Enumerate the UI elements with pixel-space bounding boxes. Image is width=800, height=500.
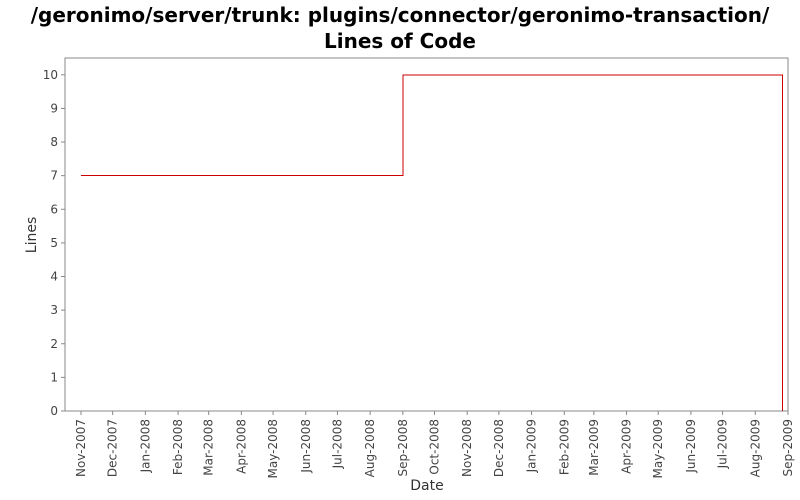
x-axis: Nov-2007 Dec-2007 Jan-2008 Feb-2008 Mar-2008…	[74, 411, 795, 478]
series-layer	[81, 74, 784, 411]
x-tick-label: Oct-2008	[428, 419, 442, 475]
chart-title: /geronimo/server/trunk: plugins/connecto…	[30, 3, 770, 53]
y-tick-label: 10	[43, 68, 58, 82]
y-tick-label: 5	[50, 236, 58, 250]
x-tick-label: Dec-2007	[106, 419, 120, 477]
x-tick-label: Aug-2009	[748, 419, 762, 477]
x-tick-label: Nov-2008	[460, 419, 474, 477]
x-tick-label: Dec-2008	[492, 419, 506, 477]
x-tick-label: Mar-2009	[587, 419, 601, 476]
x-tick-label: Aug-2008	[363, 419, 377, 477]
x-tick-label: Feb-2008	[171, 419, 185, 475]
y-tick-label: 4	[50, 270, 58, 284]
x-tick-label: Mar-2008	[202, 419, 216, 476]
x-axis-title: Date	[410, 478, 443, 494]
y-axis: 0 1 2 3 4 5 6 7 8 9 10	[43, 68, 65, 418]
y-tick-label: 8	[50, 135, 58, 149]
x-tick-label: Nov-2007	[74, 419, 88, 477]
x-tick-label: Feb-2009	[557, 419, 571, 475]
plot-area	[64, 57, 789, 412]
x-tick-label: Jan-2009	[525, 419, 539, 473]
x-tick-label: Jun-2009	[684, 419, 698, 474]
y-tick-label: 6	[50, 202, 58, 216]
x-tick-label: Jun-2008	[299, 419, 313, 474]
x-tick-label: Sep-2008	[396, 419, 410, 477]
y-tick-label: 0	[50, 404, 58, 418]
y-tick-label: 7	[50, 169, 58, 183]
y-tick-label: 3	[50, 303, 58, 317]
x-tick-label: Sep-2009	[781, 419, 795, 477]
x-tick-label: Jan-2008	[138, 419, 152, 473]
series-line	[81, 74, 784, 411]
x-tick-label: Apr-2009	[620, 419, 634, 474]
x-tick-label: Jul-2008	[330, 419, 344, 469]
x-tick-label: May-2009	[651, 419, 665, 478]
y-tick-label: 1	[50, 370, 58, 384]
y-axis-title: Lines	[24, 217, 40, 253]
y-tick-label: 2	[50, 337, 58, 351]
x-tick-label: Jul-2009	[716, 419, 730, 469]
y-tick-label: 9	[50, 101, 58, 115]
x-tick-label: Apr-2008	[234, 419, 248, 474]
x-tick-label: May-2008	[266, 419, 280, 478]
